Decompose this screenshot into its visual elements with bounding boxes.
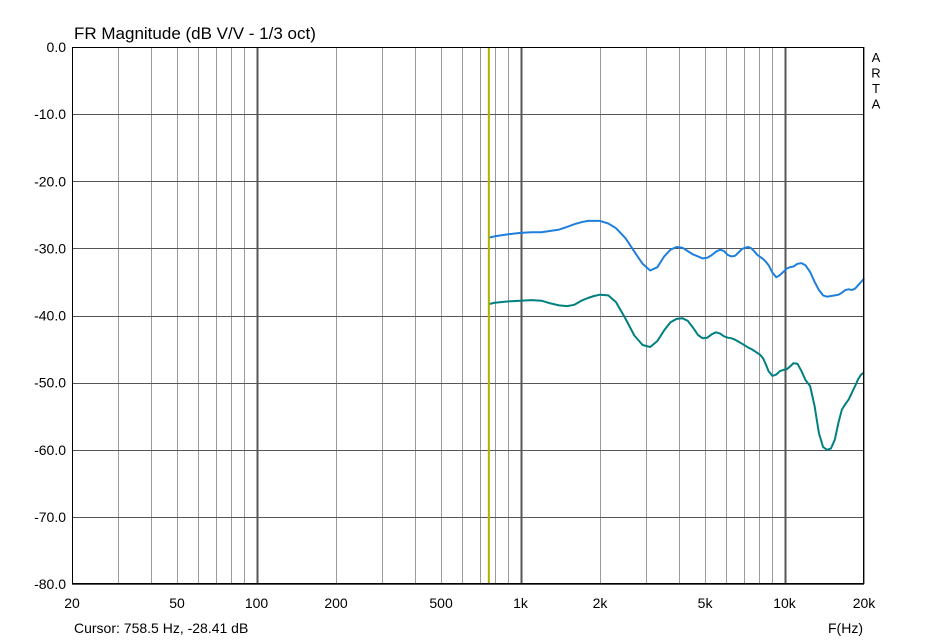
cursor-readout: Cursor: 758.5 Hz, -28.41 dB	[74, 620, 248, 636]
series-line-1	[488, 219, 865, 298]
series-group	[488, 219, 865, 451]
y-tick-label: 0.0	[47, 39, 67, 55]
x-tick-label: 1k	[513, 595, 529, 611]
x-axis-ticks: 20 50 100 200 500 1k 2k 5k 10k 20k	[64, 595, 876, 611]
grid	[72, 47, 865, 585]
x-tick-label: 2k	[593, 595, 609, 611]
y-tick-label: -50.0	[34, 375, 66, 391]
plot-frame	[72, 47, 864, 584]
x-tick-label: 10k	[773, 595, 797, 611]
y-tick-label: -20.0	[34, 173, 66, 189]
y-tick-label: -80.0	[34, 576, 66, 592]
y-tick-label: -60.0	[34, 442, 66, 458]
x-tick-label: 500	[429, 595, 453, 611]
y-tick-label: -40.0	[34, 308, 66, 324]
x-tick-label: 200	[324, 595, 348, 611]
x-tick-label: 20	[64, 595, 80, 611]
y-tick-label: -10.0	[34, 106, 66, 122]
x-axis-label: F(Hz)	[828, 620, 863, 636]
x-tick-label: 20k	[853, 595, 877, 611]
x-tick-label: 50	[169, 595, 185, 611]
y-axis-ticks: 0.0 -10.0 -20.0 -30.0 -40.0 -50.0 -60.0 -70.0 -8…	[34, 39, 66, 592]
x-tick-label: 5k	[698, 595, 714, 611]
y-tick-label: -30.0	[34, 240, 66, 256]
y-tick-label: -70.0	[34, 509, 66, 525]
x-tick-label: 100	[245, 595, 269, 611]
series-line-2	[488, 293, 865, 451]
chart-title: FR Magnitude (dB V/V - 1/3 oct)	[74, 24, 316, 43]
